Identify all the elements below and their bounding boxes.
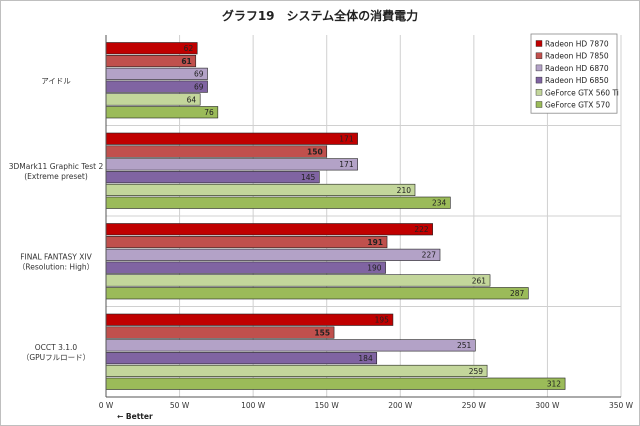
data-label: 210 [397, 186, 412, 195]
bar[interactable] [105, 352, 378, 365]
legend-label: Radeon HD 6870 [545, 64, 609, 73]
data-label: 261 [472, 276, 487, 285]
data-label: 171 [339, 160, 354, 169]
data-label: 222 [414, 225, 429, 234]
data-label: 234 [432, 199, 447, 208]
data-label: 195 [375, 316, 390, 325]
legend-label: Radeon HD 7850 [545, 52, 609, 61]
legend [530, 33, 618, 114]
legend-swatch [535, 52, 543, 59]
data-label: 191 [367, 238, 383, 247]
bar[interactable] [105, 80, 208, 93]
data-label: 69 [194, 82, 204, 91]
data-label: 64 [187, 95, 197, 104]
legend-swatch [535, 76, 543, 84]
data-label: 155 [314, 328, 330, 337]
legend-swatch [535, 40, 543, 47]
legend-label: Radeon HD 7870 [545, 40, 609, 49]
bar[interactable] [105, 313, 394, 326]
bar[interactable] [105, 274, 491, 287]
bar[interactable] [105, 287, 529, 300]
bar[interactable] [105, 326, 335, 339]
x-tick-label: 350 W [609, 401, 634, 410]
bar[interactable] [105, 183, 416, 196]
legend-label: GeForce GTX 570 [545, 101, 610, 110]
legend-swatch [535, 101, 543, 108]
bar[interactable] [105, 196, 451, 209]
legend-label: Radeon HD 6850 [545, 76, 609, 85]
bar[interactable] [105, 158, 358, 171]
chart-title: グラフ19 システム全体の消費電力 [222, 8, 418, 23]
x-tick-label: 0 W [99, 401, 114, 410]
bar[interactable] [105, 261, 386, 274]
category-label: アイドル [41, 76, 71, 85]
x-tick-label: 150 W [315, 401, 340, 410]
x-tick-label: 300 W [535, 401, 560, 410]
data-label: 184 [358, 354, 373, 363]
bar[interactable] [105, 106, 219, 119]
x-axis-note: ← Better [117, 412, 153, 421]
bar[interactable] [105, 364, 488, 378]
data-label: 76 [204, 108, 214, 117]
data-label: 69 [194, 70, 204, 79]
x-tick-label: 100 W [241, 401, 266, 410]
data-label: 259 [469, 367, 484, 376]
data-label: 312 [547, 380, 562, 389]
data-label: 150 [307, 147, 323, 156]
x-tick-label: 200 W [388, 401, 413, 410]
data-label: 145 [301, 173, 316, 182]
legend-swatch [535, 64, 543, 72]
bar[interactable] [105, 145, 328, 158]
category-label: （Resolution: High） [18, 262, 94, 271]
bar[interactable] [105, 339, 476, 352]
bar[interactable] [105, 248, 441, 261]
data-label: 227 [422, 251, 437, 260]
category-label: (Extreme preset) [24, 172, 88, 181]
bar[interactable] [105, 67, 208, 80]
data-label: 251 [457, 341, 472, 350]
legend-swatch [535, 89, 543, 96]
bar[interactable] [105, 171, 320, 184]
legend-label: GeForce GTX 560 Ti [545, 88, 619, 97]
bar[interactable] [105, 377, 566, 390]
data-label: 287 [510, 289, 525, 298]
bar[interactable] [105, 132, 358, 145]
data-label: 171 [339, 135, 354, 144]
bar[interactable] [105, 223, 433, 236]
category-label: FINAL FANTASY XIV [20, 252, 92, 261]
bar[interactable] [105, 236, 388, 249]
data-label: 62 [184, 44, 194, 53]
category-label: （GPUフルロード） [22, 353, 90, 362]
category-label: 3DMark11 Graphic Test 2 [9, 162, 104, 171]
category-label: OCCT 3.1.0 [35, 343, 78, 352]
x-tick-label: 250 W [462, 401, 487, 410]
x-tick-label: 50 W [170, 401, 190, 410]
data-label: 190 [367, 263, 382, 272]
data-label: 61 [181, 57, 191, 66]
